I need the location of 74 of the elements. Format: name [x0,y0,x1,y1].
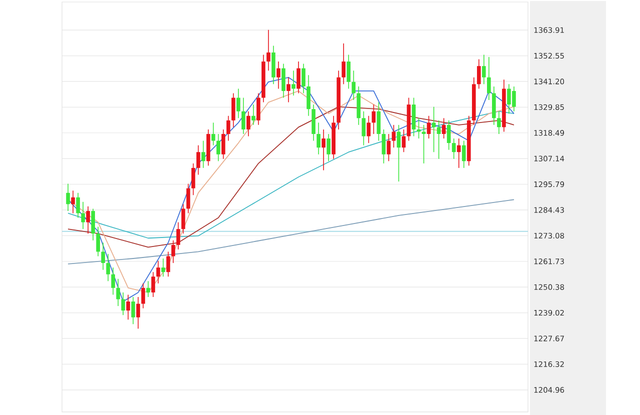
line-series [68,199,514,264]
candlestick [362,110,366,146]
candlestick [126,294,130,320]
candlestick [76,192,80,218]
candlestick [131,296,136,325]
candlestick [141,282,146,309]
candlestick [316,122,320,155]
candlestick [121,292,126,316]
candlestick [252,104,256,126]
candlestick [216,134,220,162]
candlestick [66,183,70,212]
candlestick [116,278,120,306]
candlestick [386,134,391,162]
candlestick [456,138,461,168]
candlestick [196,144,200,176]
candlestick [96,226,100,257]
candlestick [146,280,150,298]
candlestick [106,254,110,282]
candlestick [446,120,451,150]
candlestick [376,102,381,142]
candlestick [462,140,466,168]
candlestick [302,63,306,94]
candlestick [392,124,396,148]
candlestick [382,129,386,164]
candlestick [292,70,296,96]
candlestick [151,272,156,298]
candlestick [442,118,446,139]
candlestick [136,296,140,330]
candlestick [81,201,85,230]
candlestick [346,54,351,90]
candlestick [181,204,186,234]
candlestick [191,163,196,196]
candlestick [111,267,116,296]
candlestick [171,240,176,264]
candlestick [161,258,166,278]
candlestick [241,97,246,134]
candlestick [211,122,216,146]
candlestick [426,115,431,139]
candlestick [286,76,290,103]
candlestick [402,129,406,152]
candlestick [156,260,160,284]
candlestick [282,63,286,98]
candlestick [256,92,260,126]
candlestick [231,92,236,128]
candlestick [422,124,426,164]
candlestick [71,190,75,214]
candlestick [91,208,95,241]
candlestick [176,222,180,250]
candlestick [352,70,356,100]
candlestick [436,120,441,160]
candlestick [221,129,226,160]
candlestick [246,110,250,137]
candlestick [342,43,346,85]
candlestick [326,134,330,162]
candlestick [487,56,491,100]
candlestick [226,115,230,142]
candlestick [86,206,90,234]
candlestick [322,129,326,171]
candlestick [396,124,401,182]
candlestick [101,242,105,270]
candlestick [306,74,310,116]
candlestick [276,61,280,90]
candlestick [166,251,170,278]
candlestick [432,106,436,152]
candlestick [482,54,486,85]
candlestick [296,61,300,94]
candlestick [366,115,371,144]
candlestick [186,183,190,214]
candlestick [201,140,206,168]
candlestick [497,110,501,134]
candlestick [266,29,270,71]
candlestick [452,138,456,160]
candlestick [476,58,481,90]
candlestick [236,88,240,119]
